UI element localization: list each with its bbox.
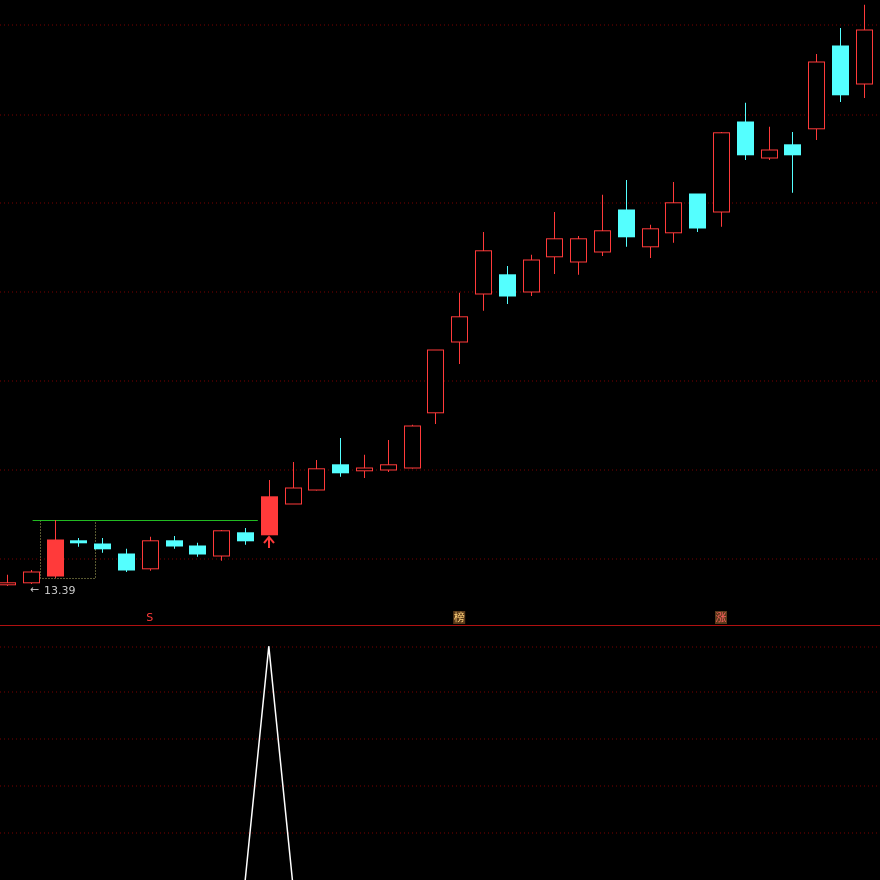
grid — [0, 24, 880, 834]
candle-body — [118, 553, 135, 571]
candle-body — [499, 274, 516, 297]
candle-body — [404, 425, 421, 469]
indicator-line — [244, 646, 294, 880]
candle-body — [642, 228, 659, 248]
candle-body — [332, 464, 349, 474]
candle-body — [570, 238, 587, 263]
candle-body — [261, 496, 278, 536]
candle-body — [285, 487, 302, 505]
candle-body — [784, 144, 801, 156]
candle-body — [427, 349, 444, 414]
candle-body — [737, 121, 754, 156]
candle-body — [594, 230, 611, 253]
signal-label: 榜 — [454, 610, 465, 624]
signal-label: S — [146, 611, 153, 624]
low-label: 13.39 — [44, 584, 76, 597]
candle-body — [808, 61, 825, 130]
candle-body — [213, 530, 230, 557]
signal-label: 涨 — [716, 611, 727, 624]
buy-arrow — [263, 535, 275, 548]
low-arrow: ← — [30, 583, 39, 596]
candle-body — [713, 132, 730, 213]
candle-body — [451, 316, 468, 343]
candle-body — [23, 571, 40, 584]
signal-badge — [453, 611, 466, 624]
candle-body — [94, 543, 111, 550]
candle-body — [689, 193, 706, 229]
candle-body — [47, 539, 64, 577]
candle-body — [142, 540, 159, 570]
candle-body — [166, 540, 183, 547]
signal-badge — [143, 611, 156, 624]
candle-body — [523, 259, 540, 293]
signal-badge — [715, 611, 727, 624]
candle-body — [237, 532, 254, 542]
candle-body — [475, 250, 492, 295]
candle-body — [832, 45, 849, 96]
candle-body — [0, 582, 16, 586]
candle-body — [665, 202, 682, 234]
candle-body — [308, 468, 325, 491]
candle-body — [618, 209, 635, 238]
candle-body — [189, 545, 206, 555]
candle-body — [546, 238, 563, 258]
candle-body — [761, 149, 778, 159]
candle-body — [356, 467, 373, 472]
candle-body — [380, 464, 397, 471]
candle-body — [856, 29, 873, 85]
candle-body — [70, 540, 87, 544]
